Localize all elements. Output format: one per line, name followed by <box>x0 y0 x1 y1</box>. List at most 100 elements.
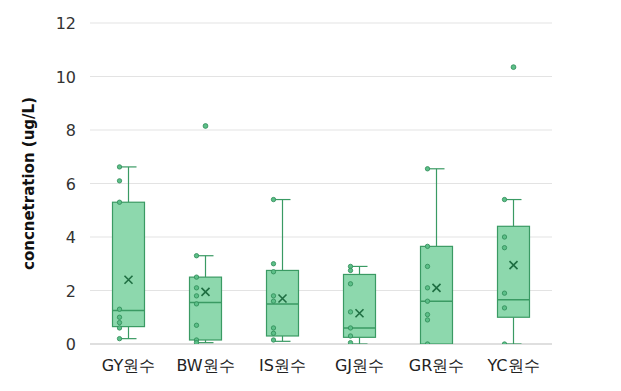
data-point <box>425 286 429 290</box>
data-point <box>117 179 121 183</box>
data-point <box>271 270 275 274</box>
data-point <box>425 264 429 268</box>
whisker-cap <box>506 343 522 344</box>
whisker-upper <box>436 169 437 247</box>
data-point <box>348 268 352 272</box>
outlier-point <box>511 65 516 70</box>
box <box>267 270 299 336</box>
data-point <box>117 307 121 311</box>
data-point <box>117 336 121 340</box>
x-tick-label: GR원수 <box>409 356 465 375</box>
whisker-cap <box>198 342 214 343</box>
whisker-upper <box>359 266 360 274</box>
mean-marker <box>125 276 133 284</box>
x-tick-label: BW원수 <box>176 356 234 375</box>
grid-line <box>90 76 552 77</box>
data-point <box>348 340 352 344</box>
mean-marker <box>279 295 287 303</box>
grid-line <box>90 23 552 24</box>
data-point <box>271 299 275 303</box>
whisker-cap <box>429 168 445 169</box>
data-point <box>271 262 275 266</box>
x-tick-label: IS원수 <box>259 356 306 375</box>
whisker-lower <box>359 337 360 344</box>
whisker-cap <box>352 266 368 267</box>
data-point <box>425 312 429 316</box>
y-tick-label: 6 <box>66 175 76 194</box>
whisker-upper <box>128 167 129 202</box>
box <box>344 274 376 337</box>
y-tick-label: 12 <box>56 14 76 33</box>
whisker-cap <box>121 338 137 339</box>
data-point <box>194 302 198 306</box>
data-point <box>271 331 275 335</box>
data-point <box>348 282 352 286</box>
whisker-upper <box>205 256 206 277</box>
mean-marker <box>202 288 210 296</box>
grid-line <box>90 344 552 345</box>
data-point <box>117 200 121 204</box>
data-point <box>117 165 121 169</box>
data-point <box>271 294 275 298</box>
whisker-cap <box>275 199 291 200</box>
data-point <box>425 342 429 344</box>
chart: 0 2 4 6 8 10 12 concnetration (ug/L) GY원수 BW원수 IS원… <box>0 0 621 391</box>
whisker-cap <box>506 199 522 200</box>
data-point <box>348 310 352 314</box>
y-tick-label: 4 <box>66 228 76 247</box>
data-point <box>502 197 506 201</box>
whisker-cap <box>352 343 368 344</box>
data-point <box>502 306 506 310</box>
plot-area <box>113 65 530 344</box>
outlier-point <box>203 124 208 129</box>
box <box>421 246 453 344</box>
grid-line <box>90 290 552 291</box>
data-point <box>194 254 198 258</box>
data-point <box>348 326 352 330</box>
data-point <box>194 340 198 344</box>
grid-line <box>90 130 552 131</box>
data-point <box>502 235 506 239</box>
data-point <box>348 334 352 338</box>
data-point <box>425 318 429 322</box>
box <box>113 202 145 326</box>
x-tick-label: GJ원수 <box>335 356 384 375</box>
whisker-lower <box>513 317 514 344</box>
data-point <box>271 338 275 342</box>
data-point <box>117 320 121 324</box>
y-tick-label: 0 <box>66 335 76 354</box>
data-point <box>194 286 198 290</box>
median-line <box>498 299 530 301</box>
whisker-cap <box>198 255 214 256</box>
data-point <box>271 326 275 330</box>
whisker-lower <box>282 336 283 341</box>
mean-marker <box>510 261 518 269</box>
whisker-cap <box>121 166 137 167</box>
box <box>190 277 222 340</box>
whisker-lower <box>128 327 129 339</box>
data-point <box>271 197 275 201</box>
y-tick-label: 10 <box>56 68 76 87</box>
data-point <box>425 244 429 248</box>
y-tick-label: 2 <box>66 282 76 301</box>
y-tick-label: 8 <box>66 121 76 140</box>
data-point <box>194 275 198 279</box>
mean-marker <box>433 284 441 292</box>
grid-line <box>90 183 552 184</box>
data-point <box>502 291 506 295</box>
y-axis-label: concnetration (ug/L) <box>20 97 38 270</box>
median-line <box>267 303 299 305</box>
whisker-upper <box>513 200 514 227</box>
grid-line <box>90 237 552 238</box>
x-tick-label: YC원수 <box>486 356 539 375</box>
x-tick-label: GY원수 <box>102 356 155 375</box>
data-point <box>425 167 429 171</box>
whisker-upper <box>282 200 283 271</box>
data-point <box>117 326 121 330</box>
data-point <box>502 246 506 250</box>
data-point <box>117 315 121 319</box>
data-point <box>194 294 198 298</box>
box <box>498 226 530 317</box>
whisker-cap <box>275 341 291 342</box>
data-point <box>425 299 429 303</box>
